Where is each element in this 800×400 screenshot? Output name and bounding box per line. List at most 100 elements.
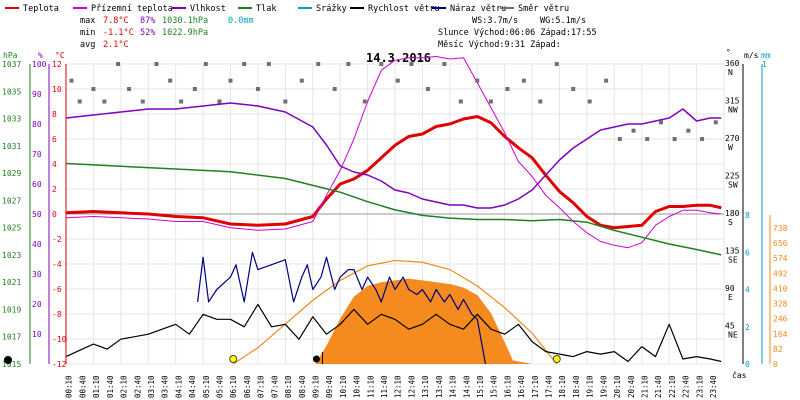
humidity-tick-label: 10 <box>32 330 42 339</box>
pressure-tick-label: 1021 <box>2 278 21 287</box>
legend: Teplota Přízemní teplota Vlhkost Tlak Srážky… <box>5 4 569 14</box>
direction-unit: ° <box>726 48 731 57</box>
time-tick-label: 14:10 <box>449 375 458 398</box>
pressure-tick-label: 1035 <box>2 87 21 96</box>
pressure-tick-label: 1031 <box>2 142 21 151</box>
time-tick-label: 20:40 <box>627 375 636 398</box>
direction-tick-label: 315 <box>725 97 740 106</box>
time-tick-label: 01:40 <box>106 375 115 398</box>
legend-label: Směr větru <box>518 4 569 14</box>
speed-tick-label: 0 <box>745 360 750 369</box>
pressure-tick-label: 1033 <box>2 115 21 124</box>
radiation-tick-label: 410 <box>773 284 788 293</box>
wind-direction-point <box>425 87 430 91</box>
wind-direction-point <box>77 99 82 104</box>
stats-max-rain: 0.0mm <box>228 16 254 26</box>
radiation-tick-label: 0 <box>773 360 778 369</box>
humidity-tick-label: 100 <box>32 60 47 69</box>
series-layer <box>65 56 722 365</box>
wind-direction-point <box>395 78 400 83</box>
wind-direction-point <box>266 62 271 66</box>
time-tick-label: 12:40 <box>407 375 416 398</box>
radiation-tick-label: 656 <box>773 239 788 248</box>
time-tick-label: 05:40 <box>216 375 225 398</box>
series-line <box>65 162 722 256</box>
time-tick-label: 10:10 <box>339 375 348 398</box>
temperature-tick-label: -12 <box>52 360 67 369</box>
direction-tick-label: E <box>728 293 733 302</box>
series-line <box>65 303 722 363</box>
wind-direction-point <box>192 87 197 91</box>
temperature-tick-label: 0 <box>52 210 57 219</box>
pressure-unit: hPa <box>3 51 18 60</box>
time-tick-label: 06:10 <box>229 375 238 398</box>
temperature-tick-label: -6 <box>52 285 62 294</box>
time-tick-label: 12:10 <box>394 375 403 398</box>
direction-tick-label: NE <box>728 331 738 340</box>
stats-max-press: 1030.1hPa <box>162 16 208 26</box>
wind-direction-point <box>154 62 159 66</box>
wind-direction-point <box>475 78 480 83</box>
sun-marker <box>552 355 561 363</box>
time-tick-label: 06:40 <box>243 375 252 398</box>
wind-direction-point <box>91 87 96 91</box>
time-tick-label: 15:40 <box>490 375 499 398</box>
temperature-tick-label: 8 <box>52 110 57 119</box>
time-tick-label: 22:10 <box>668 375 677 398</box>
direction-tick-label: 45 <box>725 322 735 331</box>
time-tick-label: 05:10 <box>202 375 211 398</box>
time-tick-label: 03:10 <box>147 375 156 398</box>
pressure-tick-label: 1027 <box>2 196 21 205</box>
time-tick-label: 09:40 <box>325 375 334 398</box>
speed-tick-label: 6 <box>745 248 750 257</box>
humidity-tick-label: 20 <box>32 300 42 309</box>
stats-max-hum: 87% <box>140 16 155 26</box>
time-tick-label: 19:40 <box>599 375 608 398</box>
humidity-tick-label: 40 <box>32 240 42 249</box>
wind-direction-point <box>332 87 337 91</box>
legend-label: Vlhkost <box>190 4 226 14</box>
time-tick-label: 19:10 <box>586 375 595 398</box>
direction-tick-label: NW <box>728 106 738 115</box>
temperature-tick-label: -10 <box>52 335 67 344</box>
pressure-tick-label: 1025 <box>2 224 21 233</box>
stats-min-temp: -1.1°C <box>103 28 134 38</box>
humidity-tick-label: 30 <box>32 270 42 279</box>
radiation-tick-label: 574 <box>773 254 788 263</box>
direction-tick-label: 360 <box>725 59 740 68</box>
wind-direction-point <box>116 62 121 66</box>
series-line <box>65 115 722 230</box>
time-tick-label: 21:40 <box>654 375 663 398</box>
axes-layer: 1037103510331031102910271025102310211019… <box>2 59 788 398</box>
time-tick-label: 18:40 <box>572 375 581 398</box>
pressure-tick-label: 1037 <box>2 60 21 69</box>
speed-unit: m/s <box>744 51 759 60</box>
stats-avg-temp: 2.1°C <box>103 40 129 50</box>
wind-direction-point <box>379 62 384 66</box>
pressure-tick-label: 1019 <box>2 305 21 314</box>
humidity-tick-label: 60 <box>32 180 42 189</box>
time-tick-label: 13:10 <box>421 375 430 398</box>
time-tick-label: 02:40 <box>133 375 142 398</box>
wind-direction-point <box>604 78 609 83</box>
solar-radiation-area <box>315 278 533 364</box>
time-tick-label: 03:40 <box>161 375 170 398</box>
pressure-tick-label: 1017 <box>2 333 21 342</box>
wind-direction-point <box>69 78 74 83</box>
humidity-unit: % <box>38 51 43 60</box>
time-tick-label: 15:10 <box>476 375 485 398</box>
radiation-tick-label: 328 <box>773 300 788 309</box>
time-tick-label: 10:40 <box>353 375 362 398</box>
wind-direction-point <box>140 99 145 104</box>
wind-direction-point <box>700 137 705 141</box>
time-unit: čas <box>732 370 747 380</box>
moon-times: Měsíc Východ:9:31 Západ: <box>438 40 561 50</box>
wind-direction-point <box>658 120 663 125</box>
temperature-tick-label: 4 <box>52 160 57 169</box>
pressure-tick-label: 1023 <box>2 251 21 260</box>
pressure-tick-label: 1015 <box>2 360 21 369</box>
direction-tick-label: 180 <box>725 209 740 218</box>
humidity-tick-label: 70 <box>32 150 42 159</box>
temperature-tick-label: 10 <box>52 85 62 94</box>
